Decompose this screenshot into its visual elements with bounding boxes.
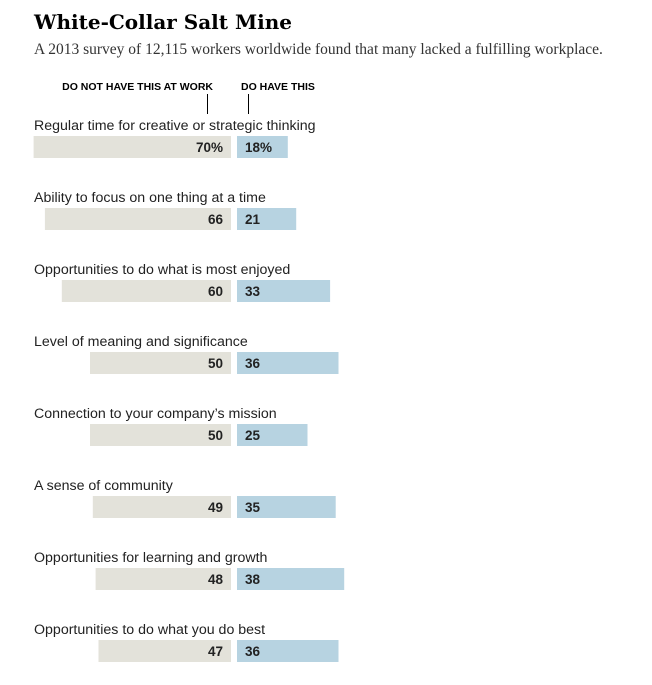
value-label-not-have: 50 (208, 356, 223, 371)
chart-row: Level of meaning and significance 50 36 (34, 334, 339, 374)
chart-row: Opportunities to do what you do best 47 36 (34, 622, 339, 662)
value-label-have: 35 (245, 500, 261, 515)
value-label-not-have: 47 (208, 644, 223, 659)
value-label-not-have: 50 (208, 428, 223, 443)
chart-rows: Regular time for creative or strategic t… (33, 118, 345, 662)
chart-row: Opportunities for learning and growth 48 3… (34, 550, 345, 590)
category-label: Ability to focus on one thing at a time (34, 190, 266, 206)
category-label: Level of meaning and significance (34, 334, 248, 350)
chart-row: A sense of community 49 35 (34, 478, 336, 518)
chart-row: Regular time for creative or strategic t… (33, 118, 316, 158)
chart-title: White-Collar Salt Mine (33, 10, 292, 34)
bar-not-have (90, 424, 231, 446)
value-label-not-have: 60 (208, 284, 223, 299)
value-label-have: 36 (245, 356, 261, 371)
bar-have (237, 352, 339, 374)
bar-have (237, 640, 339, 662)
category-label: Opportunities to do what you do best (34, 622, 265, 638)
bar-have (237, 424, 308, 446)
value-label-have: 33 (245, 284, 261, 299)
value-label-have: 25 (245, 428, 261, 443)
chart-row: Opportunities to do what is most enjoyed… (34, 262, 331, 302)
value-label-not-have: 49 (208, 500, 223, 515)
value-label-have: 38 (245, 572, 261, 587)
bar-not-have (90, 352, 231, 374)
bar-have (237, 568, 345, 590)
bar-not-have (98, 640, 231, 662)
category-label: A sense of community (34, 478, 174, 494)
legend-label-have: DO HAVE THIS (241, 81, 315, 93)
chart-row: Ability to focus on one thing at a time 6… (34, 190, 297, 230)
category-label: Opportunities for learning and growth (34, 550, 267, 566)
bar-have (237, 280, 331, 302)
bar-have (237, 136, 288, 158)
bar-have (237, 496, 336, 518)
value-label-not-have: 70% (196, 140, 223, 155)
bar-have (237, 208, 297, 230)
category-label: Connection to your company’s mission (34, 406, 277, 422)
bar-not-have (61, 280, 231, 302)
chart-subtitle: A 2013 survey of 12,115 workers worldwid… (34, 41, 603, 58)
bar-not-have (95, 568, 231, 590)
bar-not-have (44, 208, 232, 230)
value-label-have: 36 (245, 644, 261, 659)
value-label-not-have: 66 (208, 212, 224, 227)
category-label: Regular time for creative or strategic t… (34, 118, 316, 134)
chart-row: Connection to your company’s mission 50 25 (34, 406, 308, 446)
value-label-have: 18% (245, 140, 272, 155)
value-label-have: 21 (245, 212, 261, 227)
legend-label-not-have: DO NOT HAVE THIS AT WORK (62, 81, 213, 93)
value-label-not-have: 48 (208, 572, 224, 587)
bar-not-have (92, 496, 231, 518)
category-label: Opportunities to do what is most enjoyed (34, 262, 290, 278)
bar-not-have (33, 136, 231, 158)
